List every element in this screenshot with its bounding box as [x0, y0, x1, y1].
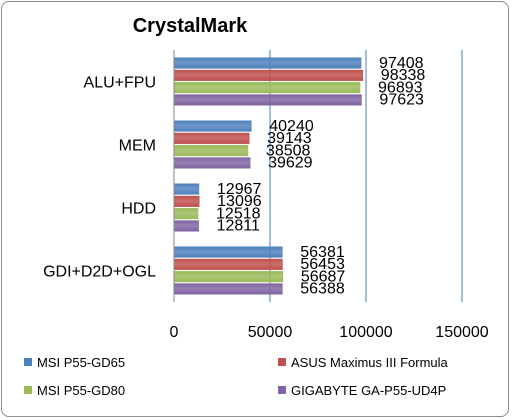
- legend-label: MSI P55-GD80: [37, 383, 125, 398]
- data-label: 12811: [217, 218, 260, 235]
- bar: [173, 69, 364, 81]
- legend-swatch: [24, 358, 32, 366]
- data-label: 56388: [300, 281, 345, 298]
- axis-layer: 0 50000 100000 150000: [170, 50, 489, 341]
- data-label: 39629: [268, 155, 313, 172]
- legend-label: GIGABYTE GA-P55-UD4P: [291, 383, 446, 398]
- legend-label: ASUS Maximus III Formula: [291, 355, 449, 370]
- bar: [173, 283, 283, 295]
- category-label: MEM: [119, 138, 156, 155]
- x-tick-label: 100000: [339, 324, 392, 341]
- x-tick-label: 50000: [248, 324, 293, 341]
- bar: [173, 157, 251, 169]
- data-label: 56453: [300, 256, 345, 273]
- bar: [173, 195, 200, 207]
- x-tick-label: 150000: [435, 324, 488, 341]
- bar: [173, 82, 361, 94]
- bar: [173, 132, 250, 144]
- data-label: 12967: [217, 181, 262, 198]
- bar: [173, 220, 199, 232]
- data-label: 40240: [269, 118, 314, 135]
- legend-swatch: [24, 386, 32, 394]
- legend-swatch: [278, 386, 286, 394]
- data-label: 12518: [216, 205, 261, 222]
- data-label: 39143: [267, 130, 312, 147]
- legend-label: MSI P55-GD65: [37, 355, 125, 370]
- bar: [173, 94, 362, 106]
- bar: [173, 120, 252, 132]
- data-label: 98338: [381, 67, 426, 84]
- data-label: 97408: [379, 55, 424, 72]
- x-tick-label: 0: [170, 324, 179, 341]
- category-label: ALU+FPU: [84, 75, 156, 92]
- category-label: GDI+D2D+OGL: [43, 264, 156, 281]
- bar: [173, 183, 200, 195]
- bar: [173, 258, 283, 270]
- data-label: 97623: [379, 92, 424, 109]
- data-label: 13096: [217, 193, 262, 210]
- data-label: 56381: [300, 244, 345, 261]
- chart-title: CrystalMark: [132, 15, 248, 37]
- data-label: 38508: [266, 142, 311, 159]
- bar: [173, 145, 249, 157]
- category-label: HDD: [121, 201, 156, 218]
- legend: MSI P55-GD65 ASUS Maximus III Formula MSI …: [24, 355, 449, 398]
- bar: [173, 246, 283, 258]
- bar: [173, 208, 199, 220]
- bar: [173, 271, 284, 283]
- bar: [173, 57, 362, 69]
- data-label: 56687: [301, 268, 346, 285]
- legend-swatch: [278, 358, 286, 366]
- data-label: 96893: [378, 79, 423, 96]
